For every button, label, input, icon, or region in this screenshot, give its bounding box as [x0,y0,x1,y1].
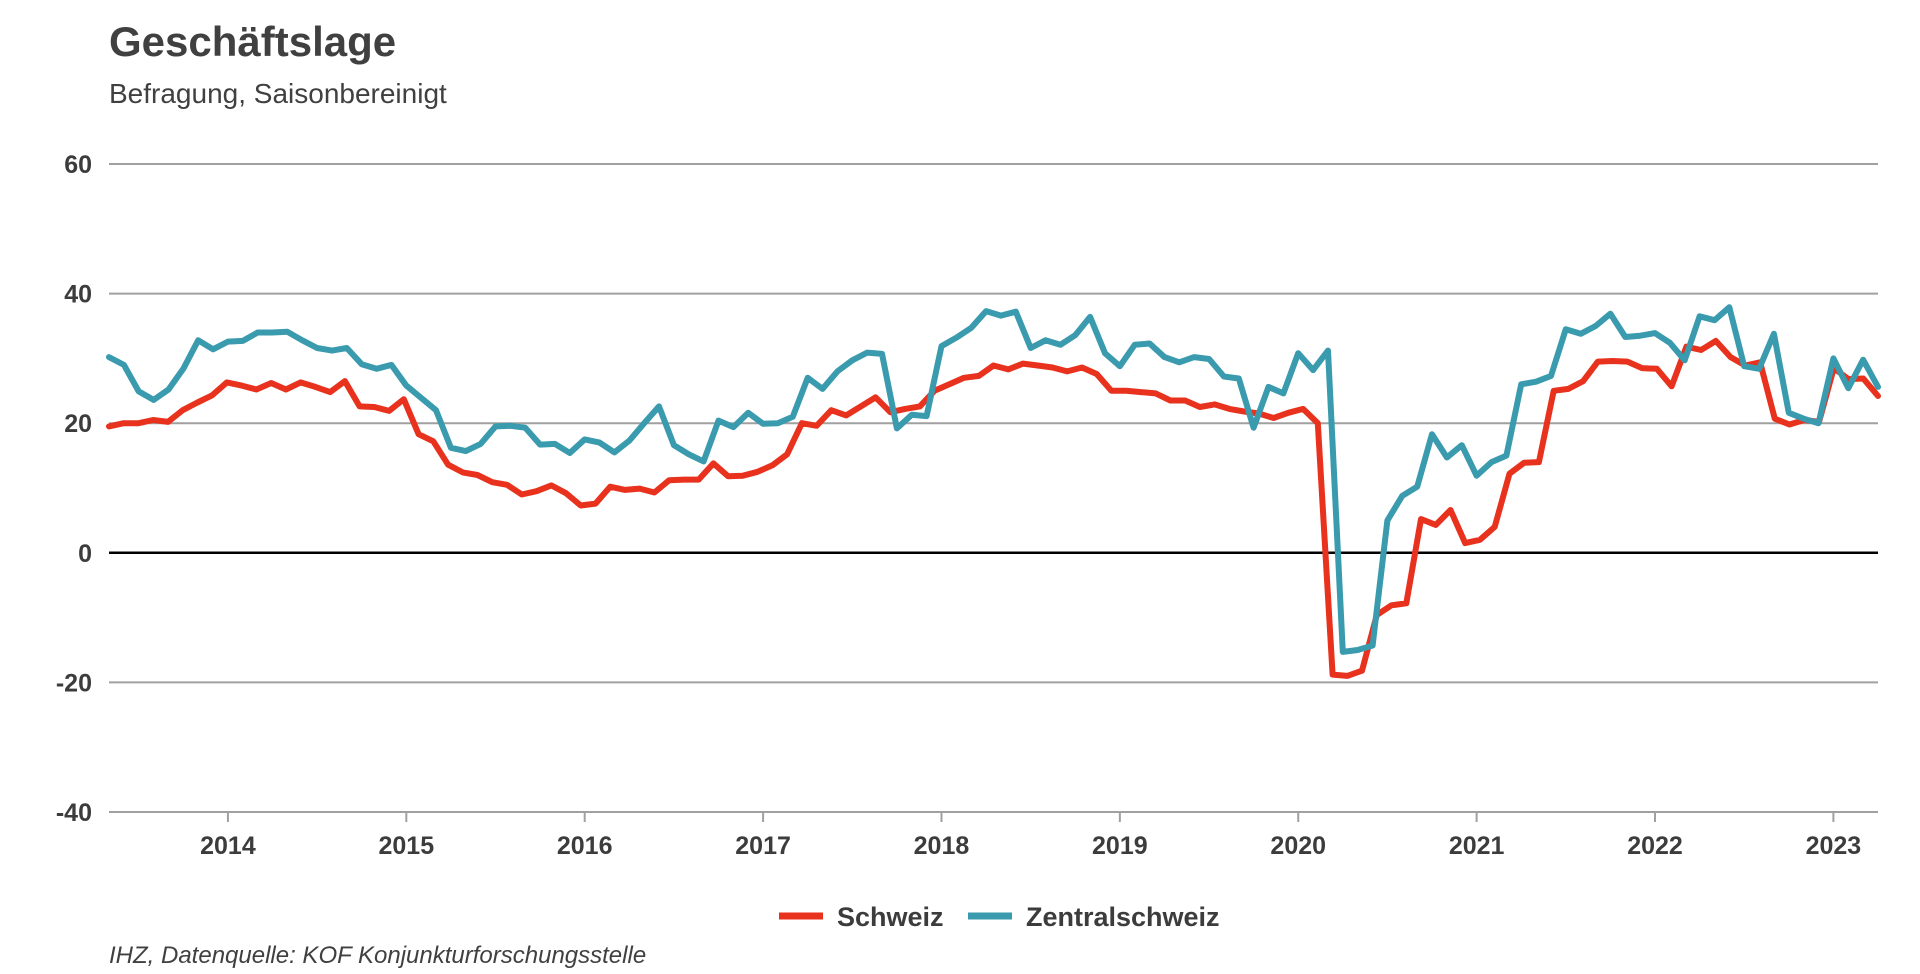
x-axis: 2014 2015 2016 2017 2018 2019 2020 2021 2022 2023 [200,812,1861,860]
x-tick-label: 2018 [914,832,970,860]
series-line-schweiz [106,337,1881,679]
x-tick-label: 2021 [1449,832,1505,860]
x-tick-label: 2014 [200,832,256,860]
x-tick-label: 2015 [378,832,434,860]
grid-lines [109,163,1878,813]
legend-label-schweiz: Schweiz [837,902,944,932]
series-lines [106,304,1881,679]
y-tick-label: -40 [56,799,92,827]
legend: Schweiz Zentralschweiz [779,902,1220,932]
x-tick-label: 2022 [1627,832,1683,860]
x-tick-label: 2017 [735,832,791,860]
x-tick-label: 2019 [1092,832,1148,860]
y-tick-label: 60 [64,151,92,179]
source-note: IHZ, Datenquelle: KOF Konjunkturforschun… [109,942,647,969]
y-tick-label: 0 [78,540,92,568]
y-tick-label: 40 [64,281,92,309]
y-axis-ticks: -40 -20 0 20 40 60 [56,151,92,827]
legend-label-zentralschweiz: Zentralschweiz [1026,902,1220,932]
y-tick-label: 20 [64,410,92,438]
chart-subtitle: Befragung, Saisonbereinigt [109,78,447,109]
x-tick-label: 2016 [557,832,613,860]
x-tick-label: 2023 [1806,832,1862,860]
chart-title: Geschäftslage [109,18,397,65]
y-tick-label: -20 [56,669,92,697]
series-line-zentralschweiz [106,304,1881,655]
x-tick-label: 2020 [1270,832,1326,860]
